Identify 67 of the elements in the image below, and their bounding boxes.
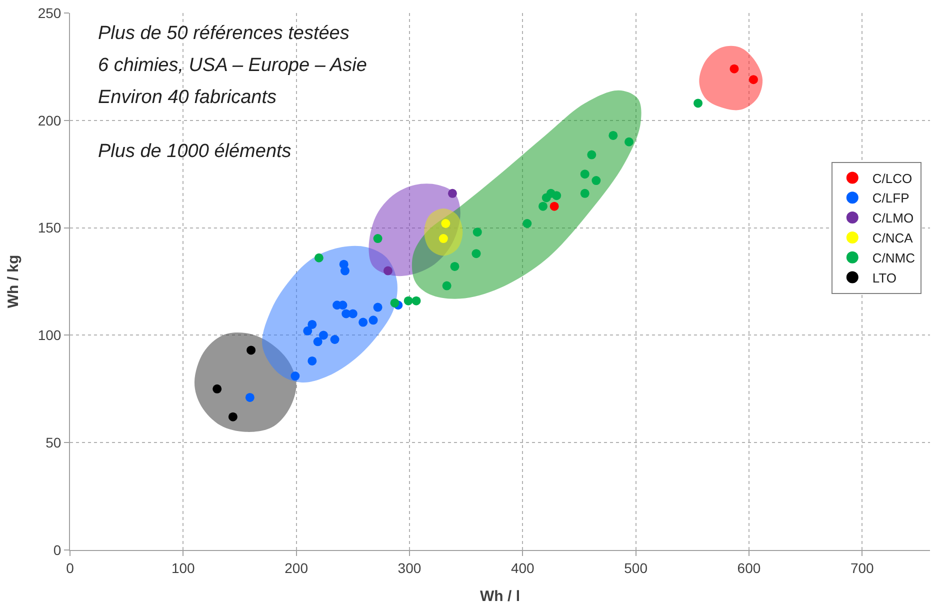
annotation: Plus de 1000 éléments [98,141,292,162]
y-tick-label: 50 [46,434,62,450]
point [694,98,703,108]
point [314,253,324,262]
point [390,298,400,308]
point [552,191,562,200]
x-tick-label: 600 [737,560,761,576]
point [212,384,222,394]
legend-label: C/LFP [872,190,910,206]
point [290,372,300,381]
legend-label: C/NCA [872,230,914,246]
point [303,326,312,336]
y-tick-label: 250 [38,4,62,21]
legend-label: C/LCO [872,170,912,186]
legend-label: C/LMO [872,210,914,226]
point [358,318,368,327]
point [245,392,254,402]
point [450,262,460,271]
point [608,130,618,140]
point [340,266,350,276]
point [404,296,413,306]
x-tick-label: 300 [398,560,422,576]
x-tick-label: 400 [510,560,535,576]
point [373,234,382,244]
point [522,219,532,228]
point [442,281,452,290]
x-tick-label: 700 [850,560,874,576]
x-axis-title: Wh / l [480,588,520,605]
point [538,202,548,211]
point [313,337,322,346]
point [373,302,382,312]
point [592,176,601,186]
y-tick-label: 100 [38,327,62,344]
point [580,170,590,179]
annotation: 6 chimies, USA – Europe – Asie [98,55,367,76]
point [368,316,378,325]
annotation: Plus de 50 références testées [98,23,350,44]
x-tick-label: 200 [284,560,308,576]
y-tick-label: 0 [53,542,62,558]
point [748,75,758,84]
x-tick-label: 100 [171,560,196,576]
point [550,202,559,211]
point [438,234,448,244]
legend-label: C/NMC [872,250,916,266]
point [330,335,340,344]
point [412,296,421,306]
x-tick-label: 500 [624,560,648,576]
point [318,330,328,340]
point [448,188,457,198]
point [730,64,739,74]
point [472,249,481,258]
legend-label: LTO [872,270,896,286]
point [587,150,596,160]
point [441,219,450,228]
annotation: Environ 40 fabricants [98,87,277,108]
point [308,320,317,329]
y-tick-label: 150 [38,220,62,236]
point [472,228,482,237]
y-tick-label: 200 [38,112,62,128]
point [246,346,256,355]
point [580,188,590,198]
point [383,266,392,276]
point [308,356,317,366]
point [228,412,238,422]
x-tick-label: 0 [66,560,74,576]
point [624,137,634,146]
y-axis-title: Wh / kg [5,254,22,308]
